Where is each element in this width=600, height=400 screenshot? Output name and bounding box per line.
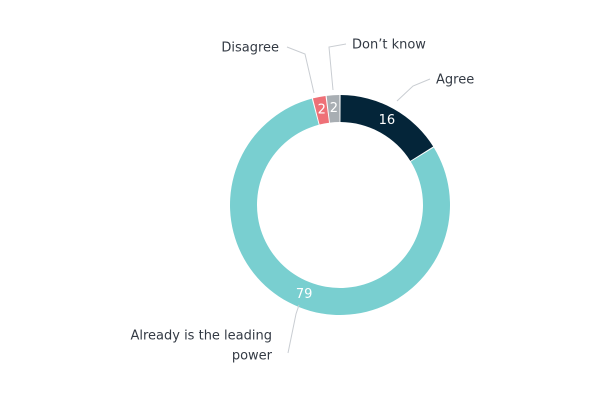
slice-agree <box>340 95 434 161</box>
data-label-don-t-know: 2 <box>330 101 338 116</box>
leader-lines <box>286 43 431 354</box>
leader-line-already-is-the-leading-power <box>287 304 300 354</box>
category-labels: Agree Already is the leading power Disagree… <box>130 38 474 364</box>
leader-line-agree <box>396 78 431 102</box>
leader-line-disagree <box>286 46 315 94</box>
category-label-disagree: Disagree <box>221 41 279 56</box>
data-labels: 16 79 2 2 <box>296 101 395 302</box>
category-label-already-is-the-leading-power-line-2: power <box>232 349 273 364</box>
category-label-already-is-the-leading-power-line-1: Already is the leading <box>130 329 272 344</box>
category-label-don-t-know: Don’t know <box>352 38 426 53</box>
data-label-disagree: 2 <box>318 103 326 118</box>
donut-slices <box>230 95 451 315</box>
leader-line-don-t-know <box>328 43 347 91</box>
category-label-agree: Agree <box>436 73 474 88</box>
slice-disagree <box>312 95 330 125</box>
data-label-already-is-the-leading-power: 79 <box>296 287 313 302</box>
slice-don-t-know <box>326 95 340 123</box>
data-label-agree: 16 <box>379 113 396 128</box>
